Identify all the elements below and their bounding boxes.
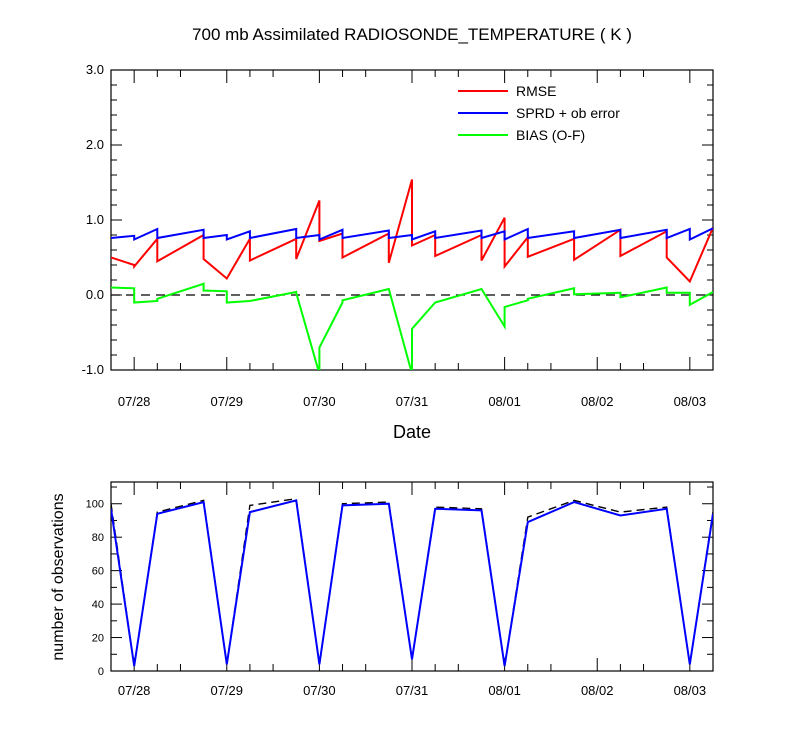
- x-tick-label: 07/31: [396, 683, 429, 698]
- series-line-rmse: [111, 179, 713, 284]
- series-line-sprd-ob-error: [111, 227, 713, 242]
- y-tick-label: 100: [86, 499, 104, 511]
- x-tick-label: 08/02: [581, 394, 614, 409]
- y-axis-label-observations: number of observations: [50, 493, 67, 660]
- x-tick-label: 07/31: [396, 394, 429, 409]
- y-tick-label: 2.0: [86, 137, 104, 152]
- x-tick-label: 07/28: [118, 683, 151, 698]
- y-tick-label: 80: [92, 532, 104, 544]
- y-tick-label: 3.0: [86, 62, 104, 77]
- x-tick-label: 08/01: [488, 683, 521, 698]
- y-tick-label: 40: [92, 599, 104, 611]
- bottom-chart-panel: 07/28 07/29 07/30 07/31 08/01 08/02 08/03 0 20 40…: [86, 481, 714, 698]
- plot-frame: [110, 481, 714, 672]
- legend-label: RMSE: [516, 83, 556, 99]
- x-tick-label: 07/29: [210, 683, 243, 698]
- x-axis-label: Date: [393, 422, 431, 442]
- chart-title: 700 mb Assimilated RADIOSONDE_TEMPERATUR…: [192, 25, 632, 44]
- series-line-dashed: [111, 497, 713, 667]
- y-tick-label: 0: [98, 666, 104, 678]
- x-tick-label: 08/03: [674, 394, 707, 409]
- y-tick-label: -1.0: [82, 362, 104, 377]
- x-tick-label: 08/02: [581, 683, 614, 698]
- y-tick-label: 1.0: [86, 212, 104, 227]
- y-tick-label: 20: [92, 633, 104, 645]
- series-line-solid: [111, 499, 713, 667]
- x-tick-label: 07/30: [303, 683, 336, 698]
- x-tick-label: 08/03: [674, 683, 707, 698]
- top-chart-panel: 07/28 07/29 07/30 07/31 08/01 08/02 08/03 -1.0 0…: [82, 62, 714, 409]
- x-tick-label: 08/01: [488, 394, 521, 409]
- x-tick-label: 07/28: [118, 394, 151, 409]
- series-line-bias-o-f: [111, 282, 713, 370]
- y-tick-label: 60: [92, 566, 104, 578]
- y-tick-label: 0.0: [86, 287, 104, 302]
- legend-label: BIAS (O-F): [516, 127, 585, 143]
- x-tick-label: 07/30: [303, 394, 336, 409]
- x-tick-label: 07/29: [210, 394, 243, 409]
- legend-label: SPRD + ob error: [516, 105, 620, 121]
